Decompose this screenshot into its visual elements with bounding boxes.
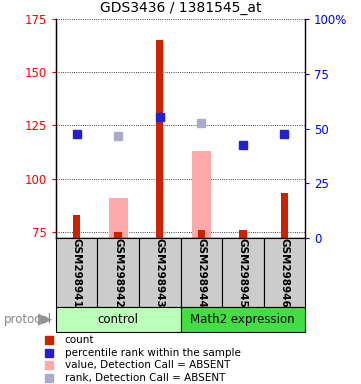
Text: rank, Detection Call = ABSENT: rank, Detection Call = ABSENT [65,373,225,383]
Bar [97,238,139,307]
Bar [156,40,164,238]
Text: GSM298941: GSM298941 [72,238,82,308]
Bar [180,307,305,332]
Bar [197,230,205,238]
Text: GSM298943: GSM298943 [155,238,165,308]
Bar [114,232,122,238]
Text: value, Detection Call = ABSENT: value, Detection Call = ABSENT [65,360,230,370]
Polygon shape [38,313,52,326]
Text: GSM298944: GSM298944 [196,238,206,308]
Text: GSM298946: GSM298946 [279,238,289,308]
Bar [192,151,210,238]
Bar [264,238,305,307]
Text: count: count [65,335,94,345]
Bar [56,307,180,332]
Bar [280,194,288,238]
Text: GSM298942: GSM298942 [113,238,123,308]
Bar [56,238,97,307]
Text: GSM298945: GSM298945 [238,238,248,308]
Bar [73,215,81,238]
Bar [239,230,247,238]
Title: GDS3436 / 1381545_at: GDS3436 / 1381545_at [100,2,261,15]
Bar [139,238,180,307]
Text: protocol: protocol [4,313,52,326]
Bar [109,198,127,238]
Text: Math2 expression: Math2 expression [191,313,295,326]
Bar [180,238,222,307]
Text: percentile rank within the sample: percentile rank within the sample [65,348,240,358]
Text: control: control [98,313,139,326]
Bar [222,238,264,307]
